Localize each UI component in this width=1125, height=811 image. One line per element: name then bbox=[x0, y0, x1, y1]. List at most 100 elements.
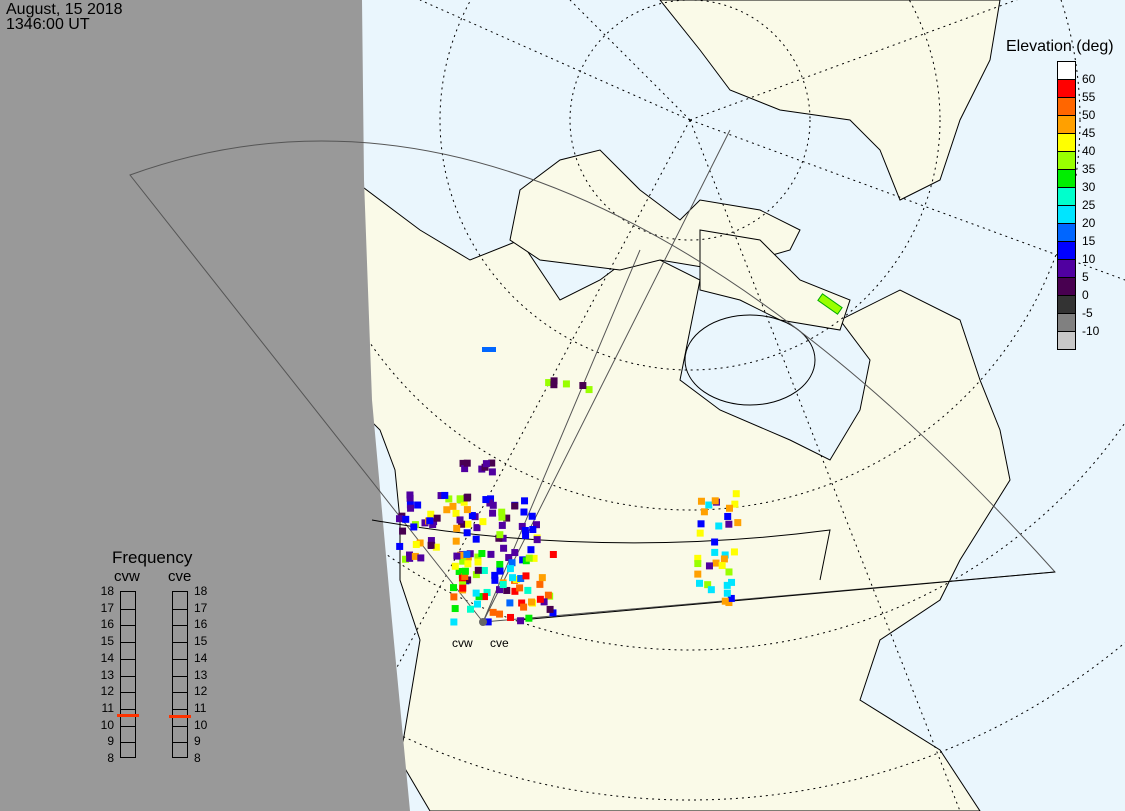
frequency-tick: 13 bbox=[194, 667, 208, 682]
echo-cell bbox=[704, 581, 712, 589]
legend-swatch bbox=[1058, 152, 1075, 170]
radar-label-cvw: cvw bbox=[452, 636, 473, 650]
legend-tick: 55 bbox=[1082, 90, 1096, 104]
echo-cell bbox=[731, 500, 739, 508]
echo-cell bbox=[518, 599, 526, 607]
echo-cell bbox=[437, 492, 445, 500]
frequency-tick: 8 bbox=[194, 751, 201, 765]
echo-cell bbox=[694, 560, 702, 568]
echo-cell bbox=[457, 551, 465, 559]
echo-cell bbox=[508, 559, 516, 567]
frequency-tick: 8 bbox=[107, 751, 114, 765]
legend-tick: 0 bbox=[1082, 288, 1089, 302]
echo-cell bbox=[482, 460, 490, 468]
radar-label-cve: cve bbox=[490, 636, 509, 650]
echo-cell bbox=[519, 556, 527, 564]
hudson-bay bbox=[684, 314, 816, 406]
legend-tick: -5 bbox=[1082, 306, 1093, 320]
echo-cell bbox=[459, 584, 467, 592]
land bbox=[188, 0, 1011, 811]
echo-cell bbox=[721, 597, 729, 605]
echo-cell bbox=[411, 552, 419, 560]
legend-swatch bbox=[1058, 62, 1075, 80]
legend-swatch bbox=[1058, 332, 1075, 349]
baffin-island bbox=[699, 229, 851, 331]
frequency-tick: 16 bbox=[194, 617, 208, 632]
echo-cell bbox=[402, 515, 410, 523]
echo-cell bbox=[522, 531, 530, 539]
legend-swatch bbox=[1058, 170, 1075, 188]
legend-swatch bbox=[1058, 80, 1075, 98]
frequency-tick: 18 bbox=[100, 584, 114, 598]
label-cve: cve bbox=[168, 568, 192, 585]
echo-cell bbox=[463, 506, 471, 514]
echo-cell bbox=[509, 574, 517, 582]
echo-cell bbox=[450, 618, 458, 626]
echo-cell bbox=[696, 529, 704, 537]
echo-cell bbox=[491, 576, 499, 584]
echo-cell bbox=[725, 520, 733, 528]
echo-cell bbox=[472, 571, 480, 579]
echo-cell bbox=[426, 517, 434, 525]
frequency-bar-cve bbox=[172, 591, 188, 758]
frequency-tick: 12 bbox=[194, 684, 208, 699]
echo-cell bbox=[711, 548, 719, 556]
echo-cell bbox=[474, 566, 482, 574]
echo-cell bbox=[432, 543, 440, 551]
echo-cell bbox=[484, 618, 492, 626]
echo-cell bbox=[550, 381, 558, 389]
echo-cell bbox=[489, 501, 497, 509]
echo-cell bbox=[705, 501, 713, 509]
echo-cell bbox=[459, 459, 467, 467]
frequency-marker bbox=[117, 713, 139, 717]
echo-cell bbox=[532, 521, 540, 529]
echo-cell bbox=[410, 523, 418, 531]
echo-cell bbox=[730, 548, 738, 556]
echo-cell bbox=[406, 554, 414, 562]
echo-cell bbox=[453, 552, 461, 560]
frequency-tick: 17 bbox=[194, 600, 208, 615]
echo-cell bbox=[707, 586, 715, 594]
greenland bbox=[659, 0, 1001, 201]
echo-cell bbox=[455, 567, 463, 575]
legend-swatch bbox=[1058, 116, 1075, 134]
frequency-tick: 9 bbox=[194, 734, 201, 749]
echo-cell bbox=[463, 550, 471, 558]
echo-cell bbox=[498, 513, 506, 521]
echo-cell bbox=[694, 554, 702, 562]
echo-cell bbox=[456, 495, 464, 503]
legend-tick: 60 bbox=[1082, 72, 1096, 86]
echo-cell bbox=[496, 531, 504, 539]
legend-tick: 5 bbox=[1082, 270, 1089, 284]
legend-swatch bbox=[1058, 278, 1075, 296]
echo-cell bbox=[399, 527, 407, 535]
echo-cell bbox=[507, 613, 515, 621]
echo-cell bbox=[480, 566, 488, 574]
echo-cell bbox=[412, 540, 420, 548]
echo-cell bbox=[711, 538, 719, 546]
echo-cell bbox=[482, 347, 496, 352]
echo-cell bbox=[452, 509, 460, 517]
echo-cell bbox=[451, 562, 459, 570]
elevation-legend: Elevation (deg) 60 55 50 45 40 35 30 25 20 15 10 5 0… bbox=[1000, 38, 1125, 358]
echo-cell bbox=[453, 524, 461, 532]
echo-cell bbox=[696, 579, 704, 587]
echo-cell bbox=[506, 599, 514, 607]
echo-cell bbox=[712, 559, 720, 567]
echo-cell bbox=[468, 512, 476, 520]
legend-title: Elevation (deg) bbox=[1006, 38, 1114, 55]
legend-swatch bbox=[1058, 314, 1075, 332]
echo-cell bbox=[546, 605, 554, 613]
echo-cell bbox=[473, 524, 481, 532]
echo-cell bbox=[482, 496, 490, 504]
echo-cell bbox=[460, 498, 468, 506]
echo-cell bbox=[550, 377, 558, 385]
echo-cell bbox=[720, 555, 728, 563]
echo-cell bbox=[522, 572, 530, 580]
echo-cell bbox=[495, 534, 503, 542]
echo-cell bbox=[483, 588, 491, 596]
echo-cell bbox=[458, 520, 466, 528]
echo-cell bbox=[513, 575, 521, 583]
frequency-marker bbox=[169, 715, 191, 719]
echo-cell bbox=[517, 575, 525, 583]
